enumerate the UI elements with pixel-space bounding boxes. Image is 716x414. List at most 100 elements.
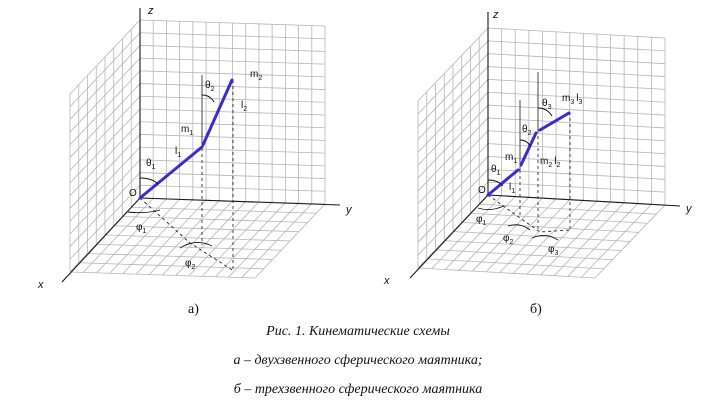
panel-b-link-2	[519, 131, 538, 167]
panel-a-projection-path	[139, 197, 235, 272]
grid-line	[139, 95, 326, 103]
grid-line	[417, 27, 489, 102]
symbol-phi1: φ1	[476, 214, 486, 227]
grid-line	[417, 91, 489, 166]
grid-line	[417, 66, 489, 140]
grid-line	[417, 169, 489, 243]
grid-line	[104, 234, 291, 242]
grid-line	[417, 130, 489, 205]
panel-a-phi2-arc	[179, 242, 213, 249]
kinematic-diagram: z y x O θ1 θ2 l1 l2 m1 m2 φ1 φ2 а) z y	[37, 5, 693, 317]
grid-line	[69, 45, 141, 120]
panel-a-x-label: x	[37, 279, 44, 291]
grid-line	[487, 130, 666, 142]
symbol-theta3: θ3	[542, 98, 552, 111]
grid-line	[487, 40, 666, 52]
grid-line	[426, 258, 604, 270]
symbol-l2: l2	[241, 100, 247, 113]
symbol-m1: m1	[505, 152, 517, 165]
grid-line	[139, 57, 326, 65]
panel-b-origin-label: O	[478, 185, 486, 196]
panel-b-z-label: z	[492, 9, 499, 21]
grid-line	[417, 40, 489, 115]
panel-a-link-2	[201, 78, 234, 147]
symbol-theta1: θ1	[146, 158, 156, 171]
grid-line	[487, 181, 666, 193]
symbol-m3l3: m3 l3	[562, 93, 582, 106]
grid-line	[96, 243, 282, 251]
grid-line	[139, 70, 326, 78]
panel-a-origin-label: O	[129, 188, 137, 199]
grid-line	[139, 32, 326, 40]
grid-line	[435, 249, 613, 261]
figure-caption-line-3: б – трехзвенного сферического маятника	[233, 382, 483, 397]
panel-a-y-axis	[139, 197, 341, 206]
panel-b-theta1-arc	[487, 179, 504, 187]
grid-line	[417, 143, 489, 217]
panel-a-y-label: y	[345, 204, 353, 216]
panel-b-phi2-arc	[507, 224, 531, 231]
grid-line	[487, 156, 666, 167]
panel-b-link-1	[486, 168, 520, 197]
panel-a-z-label: z	[147, 5, 154, 17]
panel-a-grid	[69, 19, 326, 279]
grid-line	[470, 212, 648, 224]
panel-a-caption: а)	[188, 302, 199, 317]
grid-line	[139, 146, 326, 154]
panel-b-symbols: θ1 θ2 θ3 l1 m1 m2 l2 m3 l3 φ1 φ2 φ3	[476, 93, 582, 257]
grid-line	[417, 267, 596, 279]
panel-b-theta3-arc	[537, 107, 553, 117]
symbol-phi1: φ1	[136, 222, 146, 235]
grid-line	[69, 70, 141, 146]
grid-line	[417, 156, 489, 230]
symbol-phi3: φ3	[548, 244, 558, 257]
panel-b-x-axis	[409, 194, 489, 279]
grid-line	[139, 108, 326, 116]
panel-b-phi3-arc	[531, 235, 559, 241]
figure-caption-line-1: Рис. 1. Кинематические схемы	[266, 324, 450, 339]
symbol-m2: m2	[250, 69, 262, 82]
panel-a-phi1-arc	[127, 209, 161, 214]
panel-b-caption: б)	[530, 302, 542, 317]
grid-line	[417, 181, 489, 256]
grid-line	[78, 262, 264, 270]
panel-a-x-axis	[61, 197, 141, 283]
grid-line	[69, 185, 141, 260]
grid-line	[487, 91, 666, 103]
symbol-l1: l1	[509, 182, 515, 195]
grid-line	[69, 32, 141, 107]
grid-line	[139, 19, 326, 27]
panel-b-projection-path	[487, 194, 571, 233]
grid-line	[487, 53, 666, 65]
symbol-theta1: θ1	[491, 164, 501, 177]
grid-line	[69, 121, 141, 196]
grid-line	[444, 240, 622, 252]
symbol-theta2: θ2	[522, 124, 532, 137]
panel-a-link-1	[138, 145, 204, 200]
grid-line	[122, 216, 308, 223]
grid-line	[487, 143, 666, 155]
grid-line	[139, 184, 326, 192]
grid-line	[131, 206, 317, 214]
grid-line	[139, 134, 326, 141]
panel-b-grid	[417, 27, 666, 279]
grid-line	[139, 45, 326, 52]
symbol-theta2: θ2	[205, 80, 215, 93]
panel-a-symbols: θ1 θ2 l1 l2 m1 m2 φ1 φ2	[136, 69, 262, 271]
panel-b: z y x O θ1 θ2 θ3 l1 m1 m2 l2 m3 l3 φ1 φ2 φ3 б)	[383, 9, 693, 317]
grid-line	[69, 57, 141, 133]
grid-line	[487, 27, 666, 39]
grid-line	[69, 146, 141, 222]
grid-line	[417, 104, 489, 179]
grid-line	[113, 225, 299, 233]
grid-line	[479, 203, 657, 215]
grid-line	[139, 83, 326, 90]
panel-a: z y x O θ1 θ2 l1 l2 m1 m2 φ1 φ2 а)	[37, 5, 353, 317]
panel-b-y-label: y	[685, 203, 693, 215]
grid-line	[487, 78, 666, 90]
symbol-phi2: φ2	[503, 233, 513, 246]
panel-a-theta1-arc	[139, 177, 159, 185]
grid-line	[69, 159, 141, 235]
grid-line	[69, 96, 141, 171]
